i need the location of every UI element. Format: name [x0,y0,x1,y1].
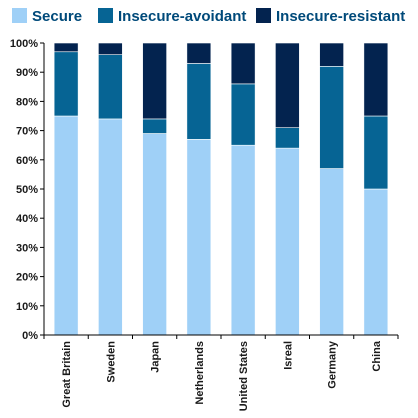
bar-2-2 [142,42,167,120]
y-tick-label: 40% [16,213,38,225]
bar-4-1 [230,83,256,146]
category-label: China [371,340,383,371]
category-label: Germany [327,340,339,389]
bars [53,42,389,336]
y-tick-label: 80% [16,96,38,108]
bar-2-1 [142,118,167,134]
y-tick-label: 90% [16,67,38,79]
bar-1-2 [98,42,123,55]
bar-7-0 [363,188,389,336]
legend-label-1: Insecure-avoidant [118,8,246,25]
bar-5-1 [275,127,300,149]
category-label: Great Britain [61,341,73,408]
y-tick-label: 100% [10,38,38,50]
y-tick-label: 10% [16,301,38,313]
legend-swatch-0 [12,8,27,23]
axes [40,42,399,339]
bar-3-0 [186,139,212,336]
category-label: Sweden [105,341,117,383]
bar-5-2 [275,42,300,128]
bar-6-1 [319,66,344,169]
bar-0-1 [53,51,79,117]
category-label: Netherlands [194,341,206,405]
bar-6-0 [319,168,344,336]
legend-swatch-1 [98,8,113,23]
bar-4-0 [230,144,256,336]
bar-5-0 [275,147,300,336]
bar-3-1 [186,63,212,140]
legend-label-2: Insecure-resistant [276,8,405,25]
bar-1-1 [98,54,123,120]
y-tick-label: 20% [16,272,38,284]
y-tick-label: 60% [16,155,38,167]
category-label: Japan [150,341,162,373]
bar-6-2 [319,42,344,67]
bar-7-1 [363,115,389,190]
category-label: United States [238,341,250,411]
y-tick-label: 50% [16,184,38,196]
bar-0-2 [53,42,79,53]
legend: Secure Insecure-avoidant Insecure-resistan… [12,8,405,25]
x-tick-labels: Great Britain Sweden Japan Netherlands Unite… [61,340,383,411]
bar-1-0 [98,118,123,336]
y-tick-labels: 0% 10% 20% 30% 40% 50% 60% 70% 80% 90% 100% [10,38,38,342]
bar-4-2 [230,42,256,85]
y-tick-label: 70% [16,126,38,138]
legend-swatch-2 [256,8,271,23]
bar-0-0 [53,115,79,336]
legend-label-0: Secure [32,8,82,25]
bar-2-0 [142,133,167,336]
category-label: Isreal [282,341,294,370]
y-tick-label: 30% [16,242,38,254]
bar-3-2 [186,42,212,64]
bar-7-2 [363,42,389,117]
y-tick-label: 0% [22,330,38,342]
